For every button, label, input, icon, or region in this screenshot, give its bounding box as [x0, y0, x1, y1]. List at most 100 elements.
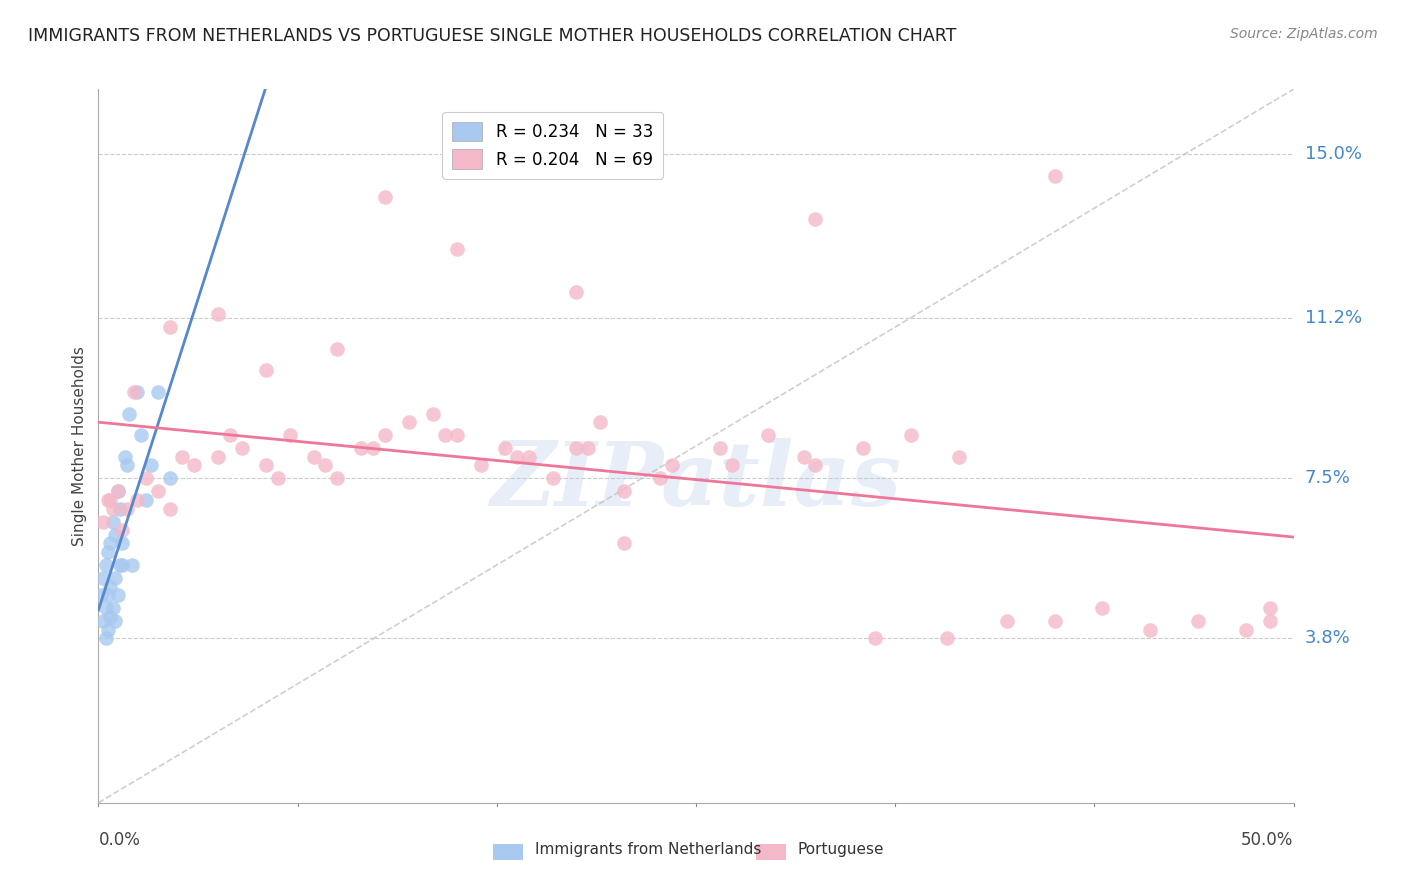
- Point: [111, 536, 134, 550]
- Point: [97, 588, 120, 602]
- Text: IMMIGRANTS FROM NETHERLANDS VS PORTUGUESE SINGLE MOTHER HOUSEHOLDS CORRELATION C: IMMIGRANTS FROM NETHERLANDS VS PORTUGUES…: [28, 27, 956, 45]
- Point: [254, 363, 277, 377]
- Point: [613, 536, 636, 550]
- Point: [350, 441, 373, 455]
- Point: [721, 458, 744, 473]
- Point: [804, 458, 827, 473]
- Point: [326, 342, 349, 356]
- Point: [948, 450, 970, 464]
- Point: [121, 558, 143, 572]
- Point: [131, 428, 153, 442]
- Point: [183, 458, 205, 473]
- Text: 3.8%: 3.8%: [1305, 630, 1350, 648]
- Point: [1234, 623, 1257, 637]
- Point: [1258, 614, 1281, 628]
- Point: [111, 558, 134, 572]
- Bar: [756, 844, 786, 860]
- Point: [98, 610, 122, 624]
- Point: [98, 580, 122, 594]
- Point: [422, 407, 444, 421]
- Point: [98, 493, 122, 508]
- Point: [254, 458, 277, 473]
- Point: [231, 441, 253, 455]
- Point: [1091, 601, 1114, 615]
- Point: [793, 450, 815, 464]
- Point: [1043, 169, 1066, 183]
- Point: [1043, 614, 1066, 628]
- Point: [107, 484, 129, 499]
- Point: [278, 428, 301, 442]
- Point: [326, 471, 349, 485]
- Point: [101, 501, 124, 516]
- Point: [159, 501, 181, 516]
- Point: [1187, 614, 1209, 628]
- Text: Immigrants from Netherlands: Immigrants from Netherlands: [534, 842, 761, 857]
- Point: [91, 614, 114, 628]
- Bar: [494, 844, 523, 860]
- Point: [219, 428, 242, 442]
- Point: [852, 441, 875, 455]
- Point: [94, 558, 117, 572]
- Point: [363, 441, 385, 455]
- Point: [115, 501, 138, 516]
- Point: [104, 571, 127, 585]
- Point: [207, 450, 229, 464]
- Point: [374, 428, 396, 442]
- Point: [506, 450, 529, 464]
- Point: [172, 450, 194, 464]
- Point: [115, 458, 138, 473]
- Point: [804, 211, 827, 226]
- Point: [124, 384, 146, 399]
- Point: [135, 493, 157, 508]
- Point: [97, 545, 120, 559]
- Point: [91, 571, 114, 585]
- Point: [97, 493, 120, 508]
- Point: [111, 524, 134, 538]
- Point: [541, 471, 564, 485]
- Point: [935, 632, 957, 646]
- Text: Portuguese: Portuguese: [797, 842, 884, 857]
- Point: [98, 536, 122, 550]
- Point: [148, 384, 170, 399]
- Point: [267, 471, 290, 485]
- Point: [114, 450, 136, 464]
- Point: [302, 450, 325, 464]
- Text: 7.5%: 7.5%: [1305, 469, 1351, 487]
- Point: [398, 415, 420, 429]
- Point: [565, 285, 588, 300]
- Text: 0.0%: 0.0%: [98, 831, 141, 849]
- Point: [565, 441, 588, 455]
- Point: [108, 558, 131, 572]
- Point: [446, 428, 468, 442]
- Point: [995, 614, 1018, 628]
- Point: [91, 515, 114, 529]
- Point: [613, 484, 636, 499]
- Point: [517, 450, 540, 464]
- Point: [101, 601, 124, 615]
- Point: [863, 632, 886, 646]
- Text: 15.0%: 15.0%: [1305, 145, 1361, 163]
- Point: [374, 190, 396, 204]
- Text: 11.2%: 11.2%: [1305, 310, 1362, 327]
- Point: [125, 493, 148, 508]
- Point: [107, 484, 129, 499]
- Point: [97, 623, 120, 637]
- Text: Source: ZipAtlas.com: Source: ZipAtlas.com: [1230, 27, 1378, 41]
- Point: [494, 441, 516, 455]
- Point: [446, 242, 468, 256]
- Y-axis label: Single Mother Households: Single Mother Households: [72, 346, 87, 546]
- Text: 50.0%: 50.0%: [1241, 831, 1294, 849]
- Point: [90, 588, 112, 602]
- Point: [589, 415, 612, 429]
- Point: [125, 384, 148, 399]
- Point: [709, 441, 731, 455]
- Point: [135, 471, 157, 485]
- Point: [139, 458, 162, 473]
- Point: [118, 407, 141, 421]
- Point: [108, 501, 131, 516]
- Point: [1139, 623, 1161, 637]
- Point: [470, 458, 492, 473]
- Point: [1258, 601, 1281, 615]
- Point: [900, 428, 922, 442]
- Text: ZIPatlas: ZIPatlas: [491, 439, 901, 524]
